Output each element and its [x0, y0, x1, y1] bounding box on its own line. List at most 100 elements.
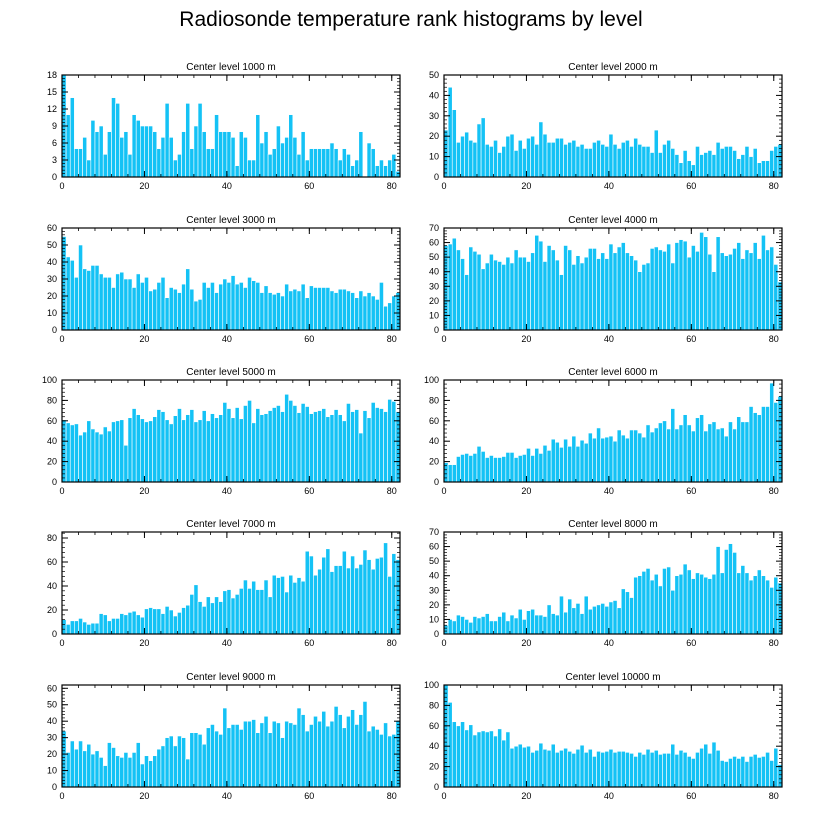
bar [107, 276, 112, 331]
bar [185, 604, 191, 635]
bar [90, 622, 96, 635]
bar [346, 715, 351, 788]
bar [728, 146, 733, 178]
bar [550, 613, 556, 635]
bar [168, 137, 174, 178]
x-tick-label: 20 [139, 334, 149, 344]
y-tick-label: 80 [47, 395, 57, 405]
bar [144, 755, 149, 788]
bar [509, 262, 515, 331]
bar [484, 613, 490, 635]
bar [612, 752, 618, 788]
bar [350, 165, 355, 178]
bar [691, 578, 696, 635]
bar [210, 724, 215, 788]
bar [480, 730, 486, 788]
bar [313, 287, 318, 331]
bar [773, 402, 779, 483]
bar [468, 455, 474, 483]
bar [550, 438, 556, 483]
plot-frame [61, 531, 401, 635]
bar [284, 393, 290, 483]
y-tick-label: 0 [434, 325, 439, 335]
y-tick-label: 0 [52, 477, 57, 487]
bar [728, 253, 733, 331]
bar [575, 146, 581, 178]
bar [604, 606, 610, 635]
y-tick-label: 60 [429, 542, 439, 552]
bar [653, 573, 659, 635]
x-tick-label: 40 [604, 334, 614, 344]
bar [123, 752, 129, 788]
y-tick-label: 30 [429, 585, 439, 595]
bar [703, 236, 709, 331]
bar [304, 297, 310, 331]
bar [354, 567, 360, 635]
bar [484, 262, 490, 331]
bar [723, 549, 729, 635]
y-tick-label: 20 [429, 762, 439, 772]
bar [604, 146, 610, 178]
bar [600, 252, 606, 331]
bar [666, 139, 672, 178]
panel-7: Center level 7000 m 0 20 40 60 80 0 20 40 60 80 [47, 519, 401, 648]
bar [127, 757, 133, 788]
bar [296, 412, 302, 483]
bar [629, 597, 634, 635]
x-tick-label: 20 [139, 638, 149, 648]
bar [304, 730, 310, 788]
bar [509, 133, 515, 178]
y-tick-label: 6 [52, 138, 57, 148]
bar [292, 405, 298, 483]
bar [197, 299, 203, 331]
bar [276, 405, 281, 483]
y-tick-label: 0 [434, 782, 439, 792]
bar [391, 734, 397, 788]
y-tick-label: 0 [52, 172, 57, 182]
y-tick-label: 20 [429, 457, 439, 467]
bar [172, 415, 178, 483]
bar [530, 752, 535, 788]
bar [234, 724, 240, 788]
x-tick-label: 60 [304, 791, 314, 801]
bar [181, 737, 186, 788]
bar [164, 297, 170, 331]
bar [542, 444, 548, 483]
bar [641, 264, 647, 331]
bar [736, 242, 742, 331]
bar [350, 411, 355, 483]
bar [505, 620, 511, 635]
bar [251, 580, 257, 635]
bar [346, 154, 351, 178]
bar [662, 420, 667, 483]
bar [513, 457, 519, 483]
bar [554, 259, 560, 331]
plot-frame [443, 74, 783, 178]
x-tick-label: 0 [441, 486, 446, 496]
bar [666, 428, 672, 483]
bar [662, 144, 667, 178]
bar [542, 616, 548, 635]
bar [288, 722, 294, 788]
bar [111, 97, 116, 178]
bar [61, 236, 67, 331]
bar [238, 282, 244, 331]
bar [164, 737, 170, 788]
bar [653, 749, 659, 788]
bar [769, 382, 775, 483]
bar [185, 758, 191, 788]
bar [505, 256, 511, 331]
bar [337, 565, 343, 635]
bar [670, 743, 676, 788]
bar [489, 253, 494, 331]
bar [674, 242, 680, 331]
bar [756, 162, 762, 178]
x-tick-label: 80 [769, 486, 779, 496]
x-tick-label: 80 [387, 334, 397, 344]
bar [78, 740, 83, 788]
bar [538, 742, 544, 788]
bar [259, 722, 265, 788]
bar [69, 259, 75, 331]
bar [583, 752, 589, 788]
